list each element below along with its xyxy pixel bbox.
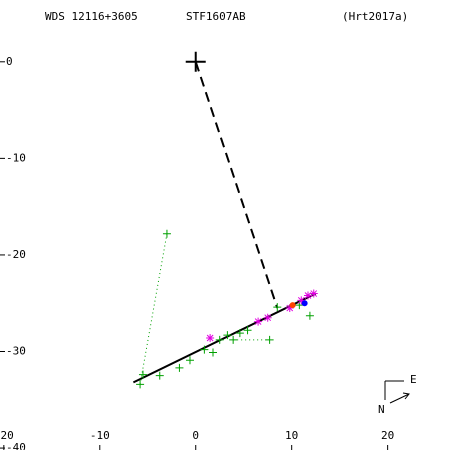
measure-plus [136, 380, 145, 389]
measure-plus [155, 371, 164, 380]
measure-plus [175, 363, 184, 372]
measure-plus [209, 348, 218, 357]
measure-plus [223, 331, 232, 340]
header-id: WDS 12116+3605 [45, 10, 138, 23]
measure-star [297, 296, 306, 305]
measure-plus [215, 335, 224, 344]
y-tick-label: -10 [6, 151, 26, 164]
measure-plus [265, 335, 274, 344]
compass [384, 380, 410, 404]
measure-plus [229, 335, 238, 344]
y-tick-label: -30 [6, 345, 26, 358]
measure-plus [138, 370, 147, 379]
y-tick-label: -40 [6, 441, 26, 450]
orbit-line [139, 233, 168, 385]
measure-star [263, 313, 272, 322]
compass-north: N [378, 403, 385, 416]
x-tick-label: 10 [285, 429, 298, 442]
measure-star [285, 304, 294, 313]
measure-dot [301, 300, 308, 307]
orbit-line [194, 61, 279, 309]
x-tick-label: 0 [192, 429, 199, 442]
x-tick-label: -10 [90, 429, 110, 442]
y-tick-label: -20 [6, 248, 26, 261]
header-ref: (Hrt2017a) [342, 10, 408, 23]
compass-east: E [410, 373, 417, 386]
header-pair: STF1607AB [186, 10, 246, 23]
measure-plus [200, 345, 209, 354]
measure-plus [185, 356, 194, 365]
measure-plus [273, 303, 282, 312]
measure-star [254, 317, 263, 326]
x-tick-label: 20 [381, 429, 394, 442]
measure-star [303, 291, 312, 300]
measure-dot [289, 302, 296, 309]
measure-star [206, 333, 215, 342]
orbit-line [132, 292, 317, 384]
y-tick-label: 0 [6, 55, 13, 68]
measure-star [309, 289, 318, 298]
measure-plus [235, 329, 244, 338]
measure-plus [305, 311, 314, 320]
primary-star [185, 51, 206, 72]
measure-plus [162, 229, 171, 238]
x-tick-label: -20 [0, 429, 14, 442]
measure-plus [243, 326, 252, 335]
